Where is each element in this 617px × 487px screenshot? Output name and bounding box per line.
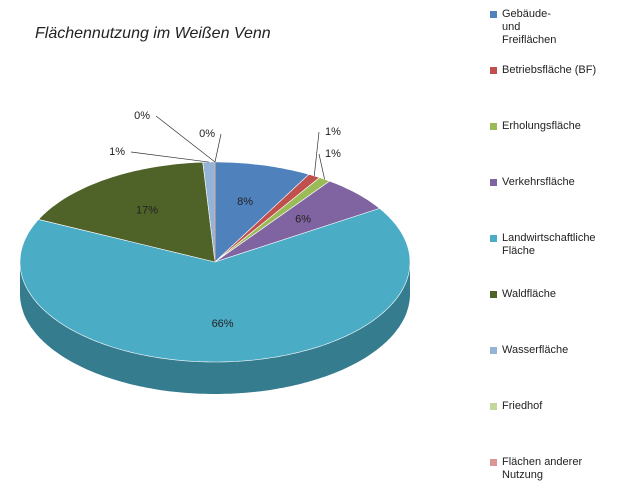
legend-item: Erholungsfläche [490,120,610,133]
legend-swatch [490,179,497,186]
legend-item: Flächen anderer Nutzung [490,456,610,482]
legend-label: Friedhof [502,400,543,412]
legend-label: Waldfläche [502,288,557,300]
legend-swatch [490,403,497,410]
legend-swatch [490,11,497,18]
legend-label: Verkehrsfläche [502,176,575,188]
legend-swatch [490,459,497,466]
legend-swatch [490,67,497,74]
slice [19,208,411,363]
leader-line [130,151,209,163]
leader-line [214,133,222,163]
legend-swatch [490,347,497,354]
legend-item: Gebäude- und Freiflächen [490,8,610,47]
legend-item: Landwirtschaftliche Fläche [490,232,610,258]
leader-line [155,115,216,163]
legend-item: Waldfläche [490,288,610,301]
chart-title: Flächennutzung im Weißen Venn [35,25,271,42]
legend-label: Landwirtschaftliche Fläche [502,232,596,257]
legend-swatch [490,291,497,298]
slice-side [20,262,410,394]
legend-label: Betriebsfläche (BF) [502,64,597,76]
data-label: 1% [325,126,341,138]
data-label: 8% [237,196,253,208]
legend-label: Wasserfläche [502,344,569,356]
data-label: 0% [199,128,215,140]
legend-item: Betriebsfläche (BF) [490,64,610,77]
legend-label: Erholungsfläche [502,120,581,132]
data-label: 0% [134,110,150,122]
slice [214,180,381,263]
legend-item: Verkehrsfläche [490,176,610,189]
legend-label: Gebäude- und Freiflächen [502,8,557,46]
legend-item: Wasserfläche [490,344,610,357]
data-label: 66% [212,318,234,330]
data-label: 1% [109,146,125,158]
legend-label: Flächen anderer Nutzung [502,456,583,481]
slice [214,161,310,263]
slice [38,161,216,263]
legend-item: Friedhof [490,400,610,413]
data-label: 6% [295,213,311,225]
leader-line [318,153,325,180]
data-label: 1% [325,148,341,160]
legend-swatch [490,123,497,130]
legend-swatch [490,235,497,242]
leader-line [313,131,320,176]
data-label: 17% [136,205,158,217]
